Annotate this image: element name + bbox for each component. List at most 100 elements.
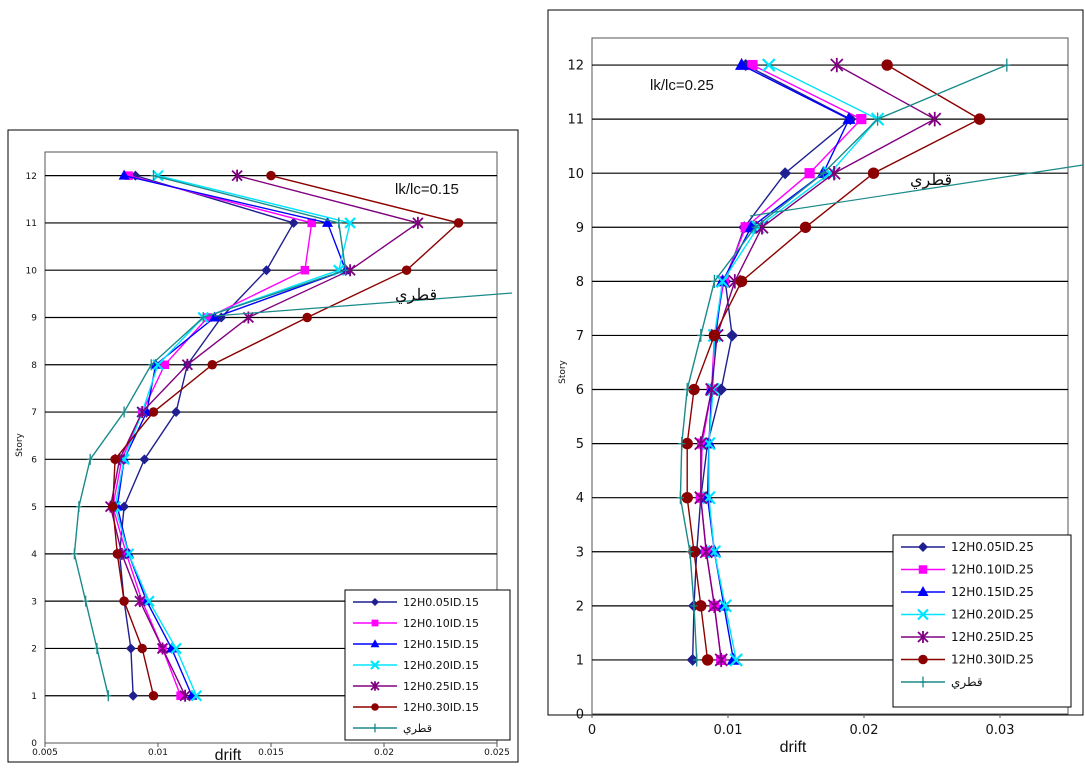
legend-item: 12H0.15ID.25 [901,585,1034,599]
ratio-annotation: lk/lc=0.15 [395,181,459,198]
series-line [691,64,852,660]
data-point [697,328,705,343]
data-point [143,595,155,607]
data-point [705,382,719,397]
data-point [302,312,312,323]
data-point [344,264,356,277]
data-point [819,166,827,180]
x-tick-label: 0.03 [986,723,1015,738]
legend-label: 12H0.30ID.15 [403,701,479,714]
x-tick-label: 0.01 [714,723,743,738]
y-tick-label: 6 [31,455,37,465]
legend-item: 12H0.25ID.15 [353,680,479,693]
y-tick-label: 8 [576,275,584,290]
data-point [137,596,147,606]
data-point [881,59,893,71]
legend-item: 12H0.10ID.15 [353,617,479,630]
data-point [710,274,718,288]
data-point [179,689,191,702]
data-point [335,217,342,229]
y-tick-label: 7 [31,408,37,418]
data-point [261,265,272,276]
legend-marker [917,586,929,596]
y-tick-label: 9 [31,314,37,324]
data-point [726,329,739,342]
data-point [134,595,146,608]
y-tick-label: 0 [31,739,37,749]
y-tick-label: 11 [567,113,584,128]
legend-label: 12H0.05ID.15 [403,596,479,609]
legend-marker [917,608,929,621]
series-line [679,64,1008,660]
data-point [453,218,464,228]
data-point [708,329,721,342]
y-tick-label: 6 [576,383,584,398]
legend-label: 12H0.20ID.25 [951,608,1034,622]
data-point [148,407,159,417]
y-tick-label: 12 [26,172,37,182]
legend-marker [918,542,928,552]
data-point [121,406,128,418]
x-axis-label: drift [780,739,807,756]
y-tick-label: 4 [576,491,584,506]
data-point [110,454,120,465]
data-point [740,222,751,233]
data-point [300,265,310,275]
data-point [136,406,148,419]
legend-item: 12H0.30ID.25 [901,653,1034,667]
data-point [747,59,758,71]
x-tick-label: 0.025 [484,748,510,758]
data-point [200,311,207,323]
legend-marker [371,703,379,711]
series-7 [71,170,349,702]
data-point [699,544,713,559]
data-point [694,490,708,505]
legend-item: 12H0.30ID.15 [353,701,479,714]
y-tick-label: 3 [576,545,584,560]
y-tick-label: 9 [576,221,584,236]
data-point [1003,58,1011,72]
data-point [799,221,812,233]
legend-label: 12H0.15ID.15 [403,638,479,651]
data-point [688,546,700,558]
y-tick-label: 5 [31,503,37,513]
legend-label: 12H0.20ID.15 [403,659,479,672]
legend-item: 12H0.05ID.25 [901,540,1034,554]
y-tick-label: 12 [567,59,584,74]
data-point [735,57,749,70]
data-point [693,653,701,667]
data-point [683,382,691,397]
data-point [729,653,743,667]
data-point [804,168,815,179]
legend-marker [920,676,926,688]
plot-area [591,37,1069,715]
callout-leader-line [749,164,1084,217]
data-point [401,265,412,275]
y-tick-label: 7 [576,329,584,344]
data-point [139,454,150,465]
data-point [751,220,759,234]
series-line [116,174,347,696]
ratio-annotation: lk/lc=0.25 [650,77,714,94]
x-tick-label: 0.015 [258,748,284,758]
series-6 [681,59,986,666]
y-tick-label: 1 [576,653,584,668]
legend: 12H0.05ID.15 12H0.10ID.15 12H0.15ID.15 12H0… [344,589,511,741]
data-point [128,690,139,701]
data-point [762,58,776,72]
y-tick-label: 0 [576,708,584,723]
series-line [109,174,420,697]
data-point [842,111,856,124]
legend-label: 12H0.25ID.15 [403,680,479,693]
data-point [695,600,707,612]
data-point [108,501,118,512]
y-axis-label: Story [15,432,25,456]
legend-marker [917,631,929,643]
data-point [71,548,78,560]
data-point [118,169,130,180]
legend-label: 12H0.15ID.25 [951,585,1034,599]
legend-item: 12H0.10ID.25 [901,563,1034,577]
legend-marker [918,565,928,574]
y-tick-label: 11 [26,219,37,229]
